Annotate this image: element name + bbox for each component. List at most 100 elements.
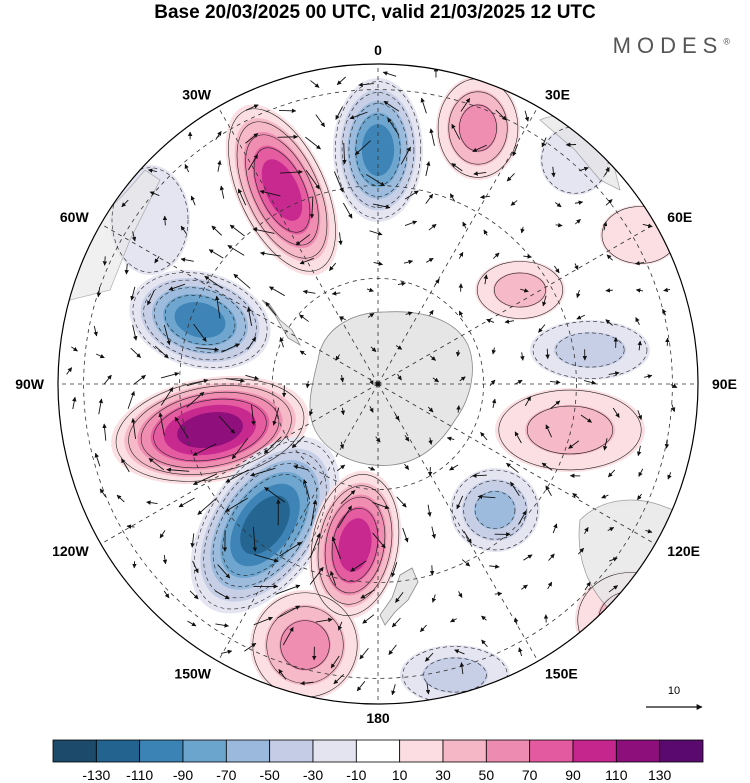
anomaly-level <box>174 302 226 338</box>
wind-arrow <box>339 375 345 383</box>
logo-text: MODES <box>612 33 724 58</box>
wind-arrow <box>427 406 434 413</box>
longitude-label: 180 <box>366 710 390 726</box>
wind-arrow <box>523 554 533 561</box>
wind-arrow <box>277 134 299 140</box>
anomaly-level <box>493 272 547 308</box>
contour-group <box>193 440 337 610</box>
wind-arrow <box>337 505 352 529</box>
wind-arrow <box>514 379 523 385</box>
wind-arrow <box>458 591 463 598</box>
wind-arrow <box>116 494 125 503</box>
colorbar-swatch <box>442 739 487 763</box>
wind-arrow <box>308 408 314 416</box>
contour-line <box>153 398 267 462</box>
wind-arrow <box>382 71 397 77</box>
wind-arrow <box>178 497 195 508</box>
wind-arrow <box>215 623 229 628</box>
wind-arrow <box>246 307 253 326</box>
wind-arrow <box>126 524 135 529</box>
colorbar-label: 50 <box>479 767 495 783</box>
wind-arrow <box>461 559 471 567</box>
longitude-label: 0 <box>374 42 382 58</box>
wind-arrow <box>211 225 223 236</box>
contour-line <box>341 92 415 208</box>
wind-arrow <box>174 416 189 439</box>
wind-arrow <box>302 289 316 295</box>
wind-arrow <box>605 288 613 293</box>
wind-arrow <box>154 345 169 359</box>
wind-arrow <box>149 191 160 196</box>
longitude-label: 150W <box>174 665 211 681</box>
wind-arrow <box>404 463 410 470</box>
contour-line <box>193 440 337 610</box>
contour-line <box>598 591 662 649</box>
wind-arrow <box>189 590 199 600</box>
wind-arrow <box>545 424 552 438</box>
wind-arrow <box>642 223 653 228</box>
wind-arrow <box>372 532 386 549</box>
wind-arrow <box>429 355 436 361</box>
contour-line <box>463 480 527 540</box>
wind-arrow <box>219 185 225 199</box>
wind-arrow <box>208 249 224 259</box>
wind-arrow <box>524 396 532 407</box>
wind-arrow <box>102 256 108 266</box>
wind-arrow <box>459 376 466 382</box>
wind-arrow <box>580 414 592 423</box>
wind-arrow <box>337 621 343 631</box>
wind-arrow <box>584 526 589 535</box>
wind-arrow <box>664 439 670 449</box>
wind-arrow <box>403 259 414 265</box>
colorbar-label: -90 <box>173 767 193 783</box>
anomaly-level <box>474 490 516 530</box>
wind-arrow <box>429 128 435 146</box>
colorbar-swatch <box>52 739 97 763</box>
wind-arrow <box>293 464 309 471</box>
wind-arrow <box>576 289 581 299</box>
wind-arrow <box>402 527 409 543</box>
wind-arrow <box>331 536 342 560</box>
wind-arrow <box>315 114 326 128</box>
wind-arrow <box>552 523 558 534</box>
wind-arrow <box>354 140 371 156</box>
wind-arrow <box>184 163 190 173</box>
wind-arrow <box>350 560 367 572</box>
wind-arrow <box>339 441 345 450</box>
wind-arrow <box>572 493 580 499</box>
wind-arrow <box>612 407 620 418</box>
wind-arrow <box>451 162 463 172</box>
colorbar-label: 110 <box>605 767 628 783</box>
wind-arrow <box>388 644 397 655</box>
wind-arrow <box>225 378 245 383</box>
wind-arrow <box>456 495 464 510</box>
wind-arrow <box>458 310 464 318</box>
wind-arrow <box>520 352 525 361</box>
wind-arrow <box>635 260 645 266</box>
wind-arrow <box>397 374 402 381</box>
reference-vector: 10 <box>646 685 703 710</box>
colorbar-swatch <box>269 739 314 763</box>
wind-arrow <box>404 435 410 442</box>
meridian <box>377 106 539 385</box>
wind-arrow <box>460 98 471 112</box>
contour-line <box>236 121 328 259</box>
anomaly-blob <box>495 388 645 472</box>
contour-line <box>324 496 386 594</box>
map-disc <box>58 64 698 704</box>
meridian <box>100 383 379 545</box>
contour-line <box>222 474 308 576</box>
wind-arrow <box>459 662 465 675</box>
wind-arrow <box>250 467 276 477</box>
colorbar-swatch <box>572 739 617 763</box>
wind-arrow <box>186 378 209 387</box>
wind-arrow <box>130 286 136 301</box>
wind-arrow <box>609 557 618 562</box>
wind-arrow <box>366 174 385 187</box>
wind-arrow <box>663 287 671 293</box>
colorbar-swatch <box>659 739 704 763</box>
wind-arrow <box>431 526 436 539</box>
colorbar-swatch <box>399 739 444 763</box>
wind-arrow <box>349 111 368 120</box>
